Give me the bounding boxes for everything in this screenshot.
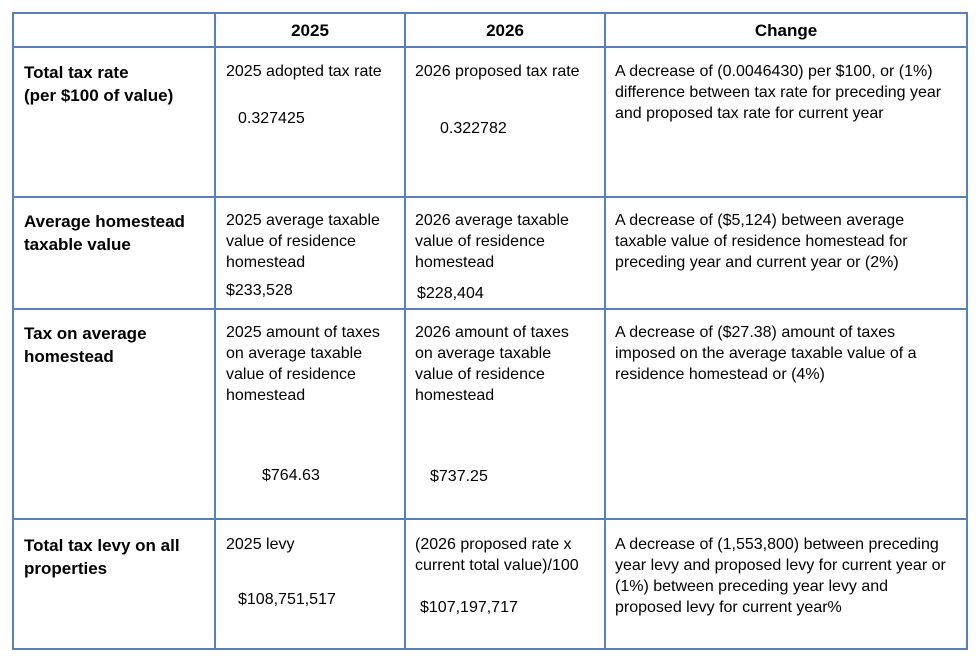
row2-2026-value: $228,404 bbox=[417, 285, 484, 302]
row-label-total-tax-levy: Total tax levy on all properties bbox=[24, 536, 180, 578]
row1-2026-value: 0.322782 bbox=[440, 120, 507, 137]
row3-2026-value: $737.25 bbox=[430, 468, 488, 485]
row-label-total-tax-rate: Total tax rate (per $100 of value) bbox=[24, 63, 174, 105]
table-divider-header bbox=[12, 46, 968, 48]
header-change: Change bbox=[754, 21, 818, 40]
header-2026: 2026 bbox=[486, 21, 524, 40]
row1-2026-description: 2026 proposed tax rate bbox=[415, 63, 580, 80]
row2-2025-description: 2025 average taxable value of residence … bbox=[226, 212, 380, 271]
row1-2025-description: 2025 adopted tax rate bbox=[226, 63, 382, 80]
table-divider-col1 bbox=[214, 12, 216, 650]
row1-2025-value: 0.327425 bbox=[238, 110, 305, 127]
row2-change: A decrease of ($5,124) between average t… bbox=[615, 212, 908, 271]
header-2025: 2025 bbox=[291, 21, 329, 40]
row-label-average-homestead-value: Average homestead taxable value bbox=[24, 212, 185, 254]
table-border-right bbox=[966, 12, 968, 650]
row3-2026-description: 2026 amount of taxes on average taxable … bbox=[415, 324, 569, 404]
table-border-bottom bbox=[12, 648, 968, 650]
row3-2025-description: 2025 amount of taxes on average taxable … bbox=[226, 324, 380, 404]
row-label-tax-on-average-homestead: Tax on average homestead bbox=[24, 324, 147, 366]
table-divider-row2 bbox=[12, 308, 968, 310]
row1-change: A decrease of (0.0046430) per $100, or (… bbox=[615, 63, 942, 122]
row4-2025-value: $108,751,517 bbox=[238, 591, 336, 608]
table-border-top bbox=[12, 12, 968, 14]
row4-2025-description: 2025 levy bbox=[226, 536, 295, 553]
table-divider-row1 bbox=[12, 196, 968, 198]
row3-change: A decrease of ($27.38) amount of taxes i… bbox=[615, 324, 917, 383]
row4-2026-description: (2026 proposed rate x current total valu… bbox=[415, 536, 579, 574]
row4-2026-value: $107,197,717 bbox=[420, 599, 518, 616]
table-divider-row3 bbox=[12, 518, 968, 520]
row2-2026-description: 2026 average taxable value of residence … bbox=[415, 212, 569, 271]
table-divider-col3 bbox=[604, 12, 606, 650]
row3-2025-value: $764.63 bbox=[262, 467, 320, 484]
row2-2025-value: $233,528 bbox=[226, 282, 293, 299]
row4-change: A decrease of (1,553,800) between preced… bbox=[615, 536, 946, 616]
table-divider-col2 bbox=[404, 12, 406, 650]
table-border-left bbox=[12, 12, 14, 650]
